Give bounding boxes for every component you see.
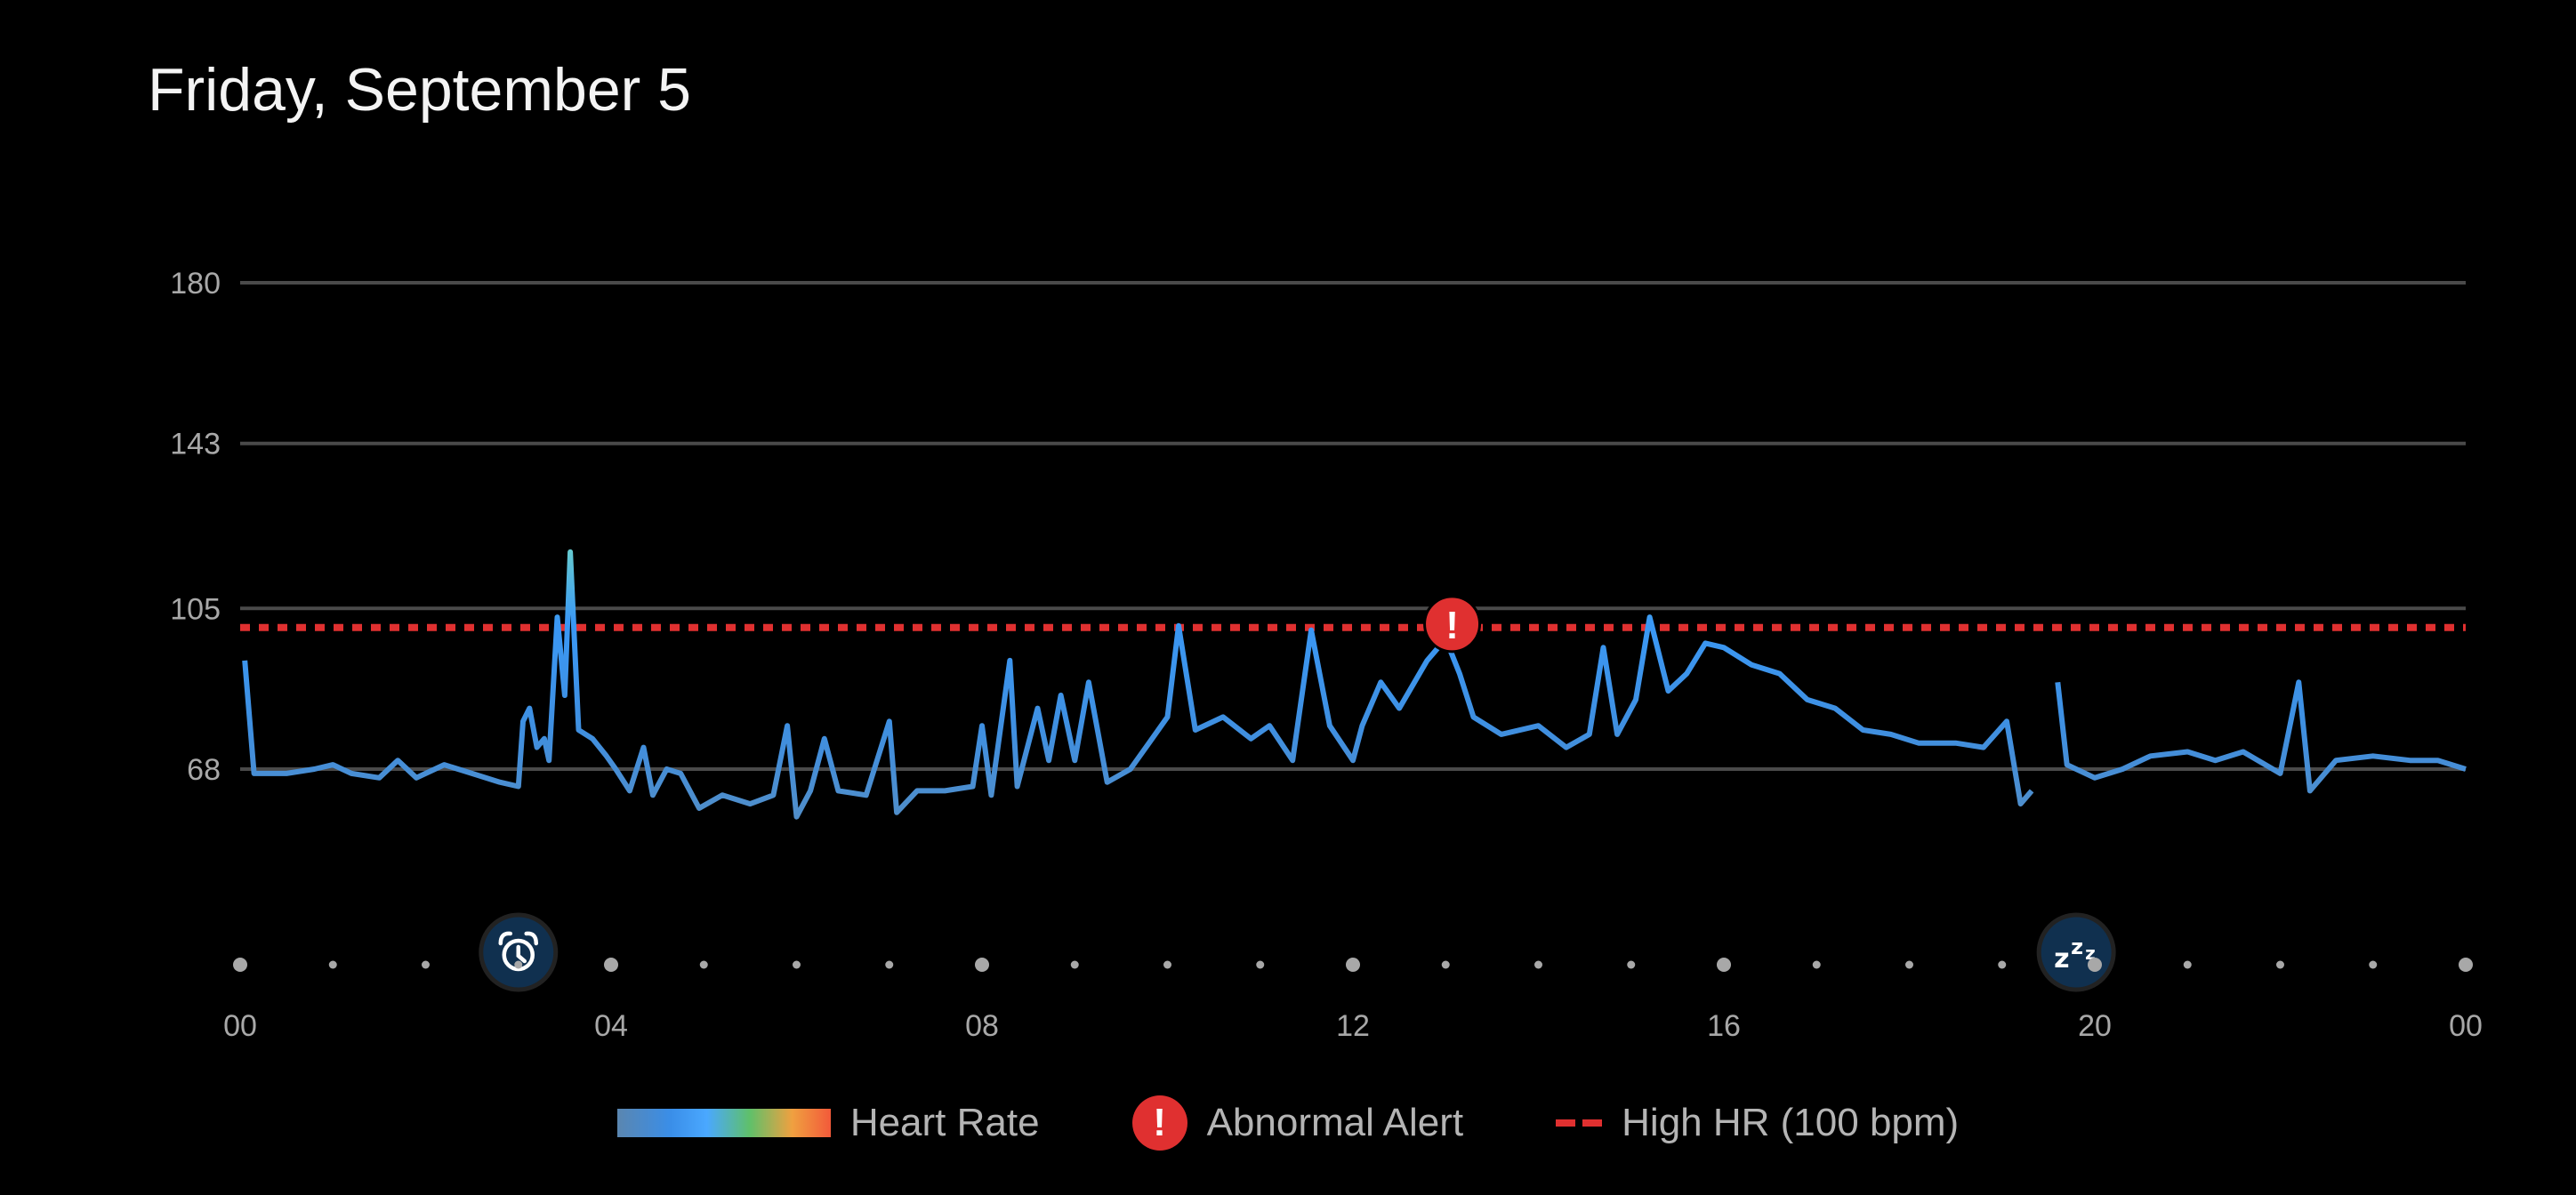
hour-tick-dot bbox=[233, 958, 247, 972]
x-tick-label: 12 bbox=[1336, 1009, 1370, 1043]
hour-tick-dot bbox=[885, 960, 894, 969]
hour-tick-dot bbox=[1717, 958, 1731, 972]
y-tick-label: 180 bbox=[170, 267, 221, 301]
hour-tick-dot bbox=[1346, 958, 1360, 972]
x-tick-label: 04 bbox=[594, 1009, 628, 1043]
hour-tick-dot bbox=[1998, 960, 2007, 969]
legend-abnormal-alert[interactable]: ! Abnormal Alert bbox=[1131, 1095, 1464, 1151]
y-tick-label: 105 bbox=[170, 592, 221, 626]
heart-rate-line bbox=[2055, 679, 2467, 794]
hour-tick-dot bbox=[1441, 960, 1450, 969]
x-tick-label: 08 bbox=[965, 1009, 999, 1043]
y-tick-label: 143 bbox=[170, 428, 221, 461]
hour-tick-dot bbox=[699, 960, 708, 969]
hour-tick-dot bbox=[2369, 960, 2378, 969]
hour-tick-dot bbox=[1163, 960, 1171, 969]
hour-tick-dot bbox=[2276, 960, 2284, 969]
hour-tick-dot bbox=[1812, 960, 1821, 969]
clock-face bbox=[502, 938, 535, 972]
alert-glyph: ! bbox=[1445, 604, 1459, 647]
hour-tick-dot bbox=[1905, 960, 1913, 969]
hour-tick-dot bbox=[793, 960, 801, 969]
abnormal-alert-marker[interactable]: ! bbox=[1423, 595, 1482, 654]
legend: Heart Rate ! Abnormal Alert High HR (100… bbox=[0, 1095, 2576, 1151]
hour-tick-dot bbox=[2459, 958, 2473, 972]
legend-label: High HR (100 bpm) bbox=[1622, 1101, 1960, 1144]
z-glyph: z bbox=[2071, 934, 2083, 959]
legend-high-hr[interactable]: High HR (100 bpm) bbox=[1556, 1101, 1959, 1145]
page-title: Friday, September 5 bbox=[148, 56, 692, 124]
hour-tick-dot bbox=[1627, 960, 1636, 969]
clock-bell-right bbox=[524, 931, 538, 946]
dashed-line-swatch bbox=[1556, 1119, 1603, 1127]
x-tick-label: 16 bbox=[1707, 1009, 1741, 1043]
hour-tick-dot bbox=[1534, 960, 1542, 969]
hour-tick-dot bbox=[422, 960, 430, 969]
hour-tick-dot bbox=[2183, 960, 2192, 969]
hour-tick-dot bbox=[514, 960, 523, 969]
alert-icon: ! bbox=[1131, 1095, 1187, 1151]
x-tick-label: 20 bbox=[2078, 1009, 2112, 1043]
legend-heart-rate[interactable]: Heart Rate bbox=[616, 1101, 1040, 1145]
x-tick-label: 00 bbox=[223, 1009, 257, 1043]
z-glyph: z bbox=[2054, 943, 2069, 974]
clock-bell-left bbox=[498, 931, 512, 946]
hour-tick-dot bbox=[328, 960, 337, 969]
legend-label: Heart Rate bbox=[849, 1101, 1040, 1144]
hour-tick-dot bbox=[1070, 960, 1079, 969]
alarm-marker[interactable] bbox=[479, 912, 559, 992]
legend-label: Abnormal Alert bbox=[1206, 1101, 1464, 1144]
heart-rate-gradient-swatch bbox=[616, 1109, 831, 1137]
hour-tick-dot bbox=[604, 958, 618, 972]
alarm-clock-icon bbox=[498, 931, 538, 972]
clock-hands bbox=[516, 944, 527, 964]
hour-tick-dot bbox=[2088, 958, 2102, 972]
heart-rate-line bbox=[242, 549, 2034, 820]
x-tick-label: 00 bbox=[2449, 1009, 2483, 1043]
y-tick-label: 68 bbox=[187, 753, 221, 787]
hour-tick-dot bbox=[975, 958, 989, 972]
alert-icon bbox=[1423, 595, 1482, 654]
z-glyph: z bbox=[2085, 942, 2096, 964]
hour-tick-dot bbox=[1256, 960, 1265, 969]
